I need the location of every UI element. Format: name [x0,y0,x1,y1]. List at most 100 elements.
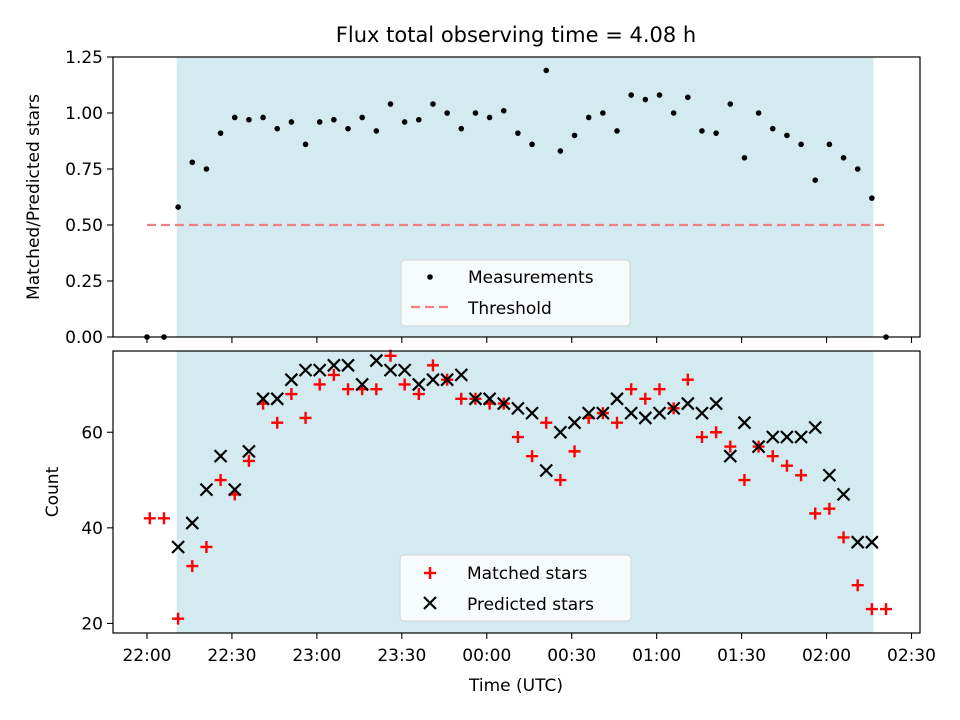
measurement-point [203,166,210,172]
measurement-point [755,110,762,116]
predicted-star-point [298,363,313,377]
measurement-point [614,128,620,134]
predicted-star-point [695,406,709,420]
y-tick-label: 1.25 [65,48,103,68]
legend-threshold-label: Threshold [467,299,552,319]
measurement-point [642,96,649,103]
measurement-point [416,116,422,123]
matched-star-point [851,579,864,592]
matched-star-point [242,454,255,467]
x-tick-label: 02:30 [887,646,936,666]
predicted-star-point [596,406,610,420]
matched-star-point [271,416,284,429]
legend-measurement-dot [427,274,433,280]
predicted-star-point [666,401,681,416]
measurement-point [840,155,847,161]
bottom-legend: Matched stars Predicted stars [399,554,632,622]
y-tick-label: 40 [81,519,103,539]
matched-star-point [327,368,340,381]
predicted-stars-points [171,353,879,554]
predicted-star-point [737,415,752,430]
predicted-star-point [553,425,568,440]
y-tick-label: 0.75 [65,160,103,180]
matched-star-point [880,603,893,616]
bottom-legend-box [399,554,632,622]
y-tick-label: 60 [81,423,103,443]
measurement-point [217,130,224,136]
predicted-star-point [567,415,582,430]
top-legend-box [400,259,631,327]
x-tick-label: 23:30 [377,646,426,666]
matched-star-point [823,502,836,515]
measurement-point [812,177,819,183]
measurement-point [741,155,748,161]
predicted-star-point [780,430,794,444]
x-tick-label: 00:00 [462,646,511,666]
y-tick-label: 1.00 [65,104,103,124]
matched-star-point [766,450,779,463]
top-y-axis-ticks: 0.00 0.25 0.50 0.75 1.00 1.25 [65,48,113,348]
measurement-point [784,132,790,139]
x-tick-label: 23:00 [292,646,341,666]
x-tick-label: 22:30 [207,646,256,666]
measurement-point [189,159,196,166]
predicted-star-point [808,420,823,435]
predicted-star-point [312,363,327,377]
predicted-star-point [638,411,653,425]
predicted-star-point [794,430,808,444]
measurement-point [260,114,266,121]
predicted-star-point [341,358,355,373]
matched-star-point [710,426,723,439]
matched-star-point [455,392,468,405]
matched-star-point [738,474,751,487]
predicted-star-point [242,444,256,459]
measurement-point [401,119,408,125]
top-y-axis-label: Matched/Predicted stars [24,94,44,300]
measurement-point [713,130,719,136]
measurement-point [600,110,606,116]
y-tick-label: 0.00 [65,328,103,348]
matched-star-point [384,349,397,362]
measurement-point [685,94,691,101]
x-tick-label: 01:30 [717,646,766,666]
predicted-star-point [511,401,525,416]
predicted-star-point [412,377,426,392]
predicted-star-point [185,516,200,530]
measurement-point [246,116,252,123]
top-legend: Measurements Threshold [400,259,631,327]
top-panel-frame [112,56,921,338]
measurement-point [458,125,465,132]
predicted-star-point [171,540,185,554]
measurement-point [500,107,507,114]
measurement-point [656,92,663,98]
predicted-star-point [270,392,285,406]
top-x-axis-ticks [146,337,913,343]
measurement-point [826,141,833,148]
predicted-star-point [227,482,242,497]
measurement-point [869,195,875,201]
matched-star-point [625,383,638,396]
matched-star-point [681,373,694,386]
x-axis-label: Time (UTC) [468,676,563,696]
predicted-star-point [284,372,299,387]
predicted-star-point [581,406,596,420]
predicted-star-point [681,396,695,411]
bottom-count-panel: 20 40 60 22:00 22:30 23:00 23:30 00:00 00:30 01:… [43,349,936,696]
measurement-point [175,204,181,210]
measurement-point [628,92,634,98]
predicted-star-point [383,363,398,377]
measurement-point [769,125,776,132]
predicted-star-point [865,535,879,549]
predicted-star-point [822,468,837,483]
matched-star-point [157,512,170,525]
matched-star-point [172,612,185,625]
matched-star-point [342,383,355,396]
matched-star-point [611,416,624,429]
y-tick-label: 20 [81,614,103,634]
measurement-point [486,114,493,121]
predicted-star-point [751,439,766,454]
measurement-point [585,114,592,121]
matched-star-point [214,474,227,487]
measurement-point [699,128,705,134]
